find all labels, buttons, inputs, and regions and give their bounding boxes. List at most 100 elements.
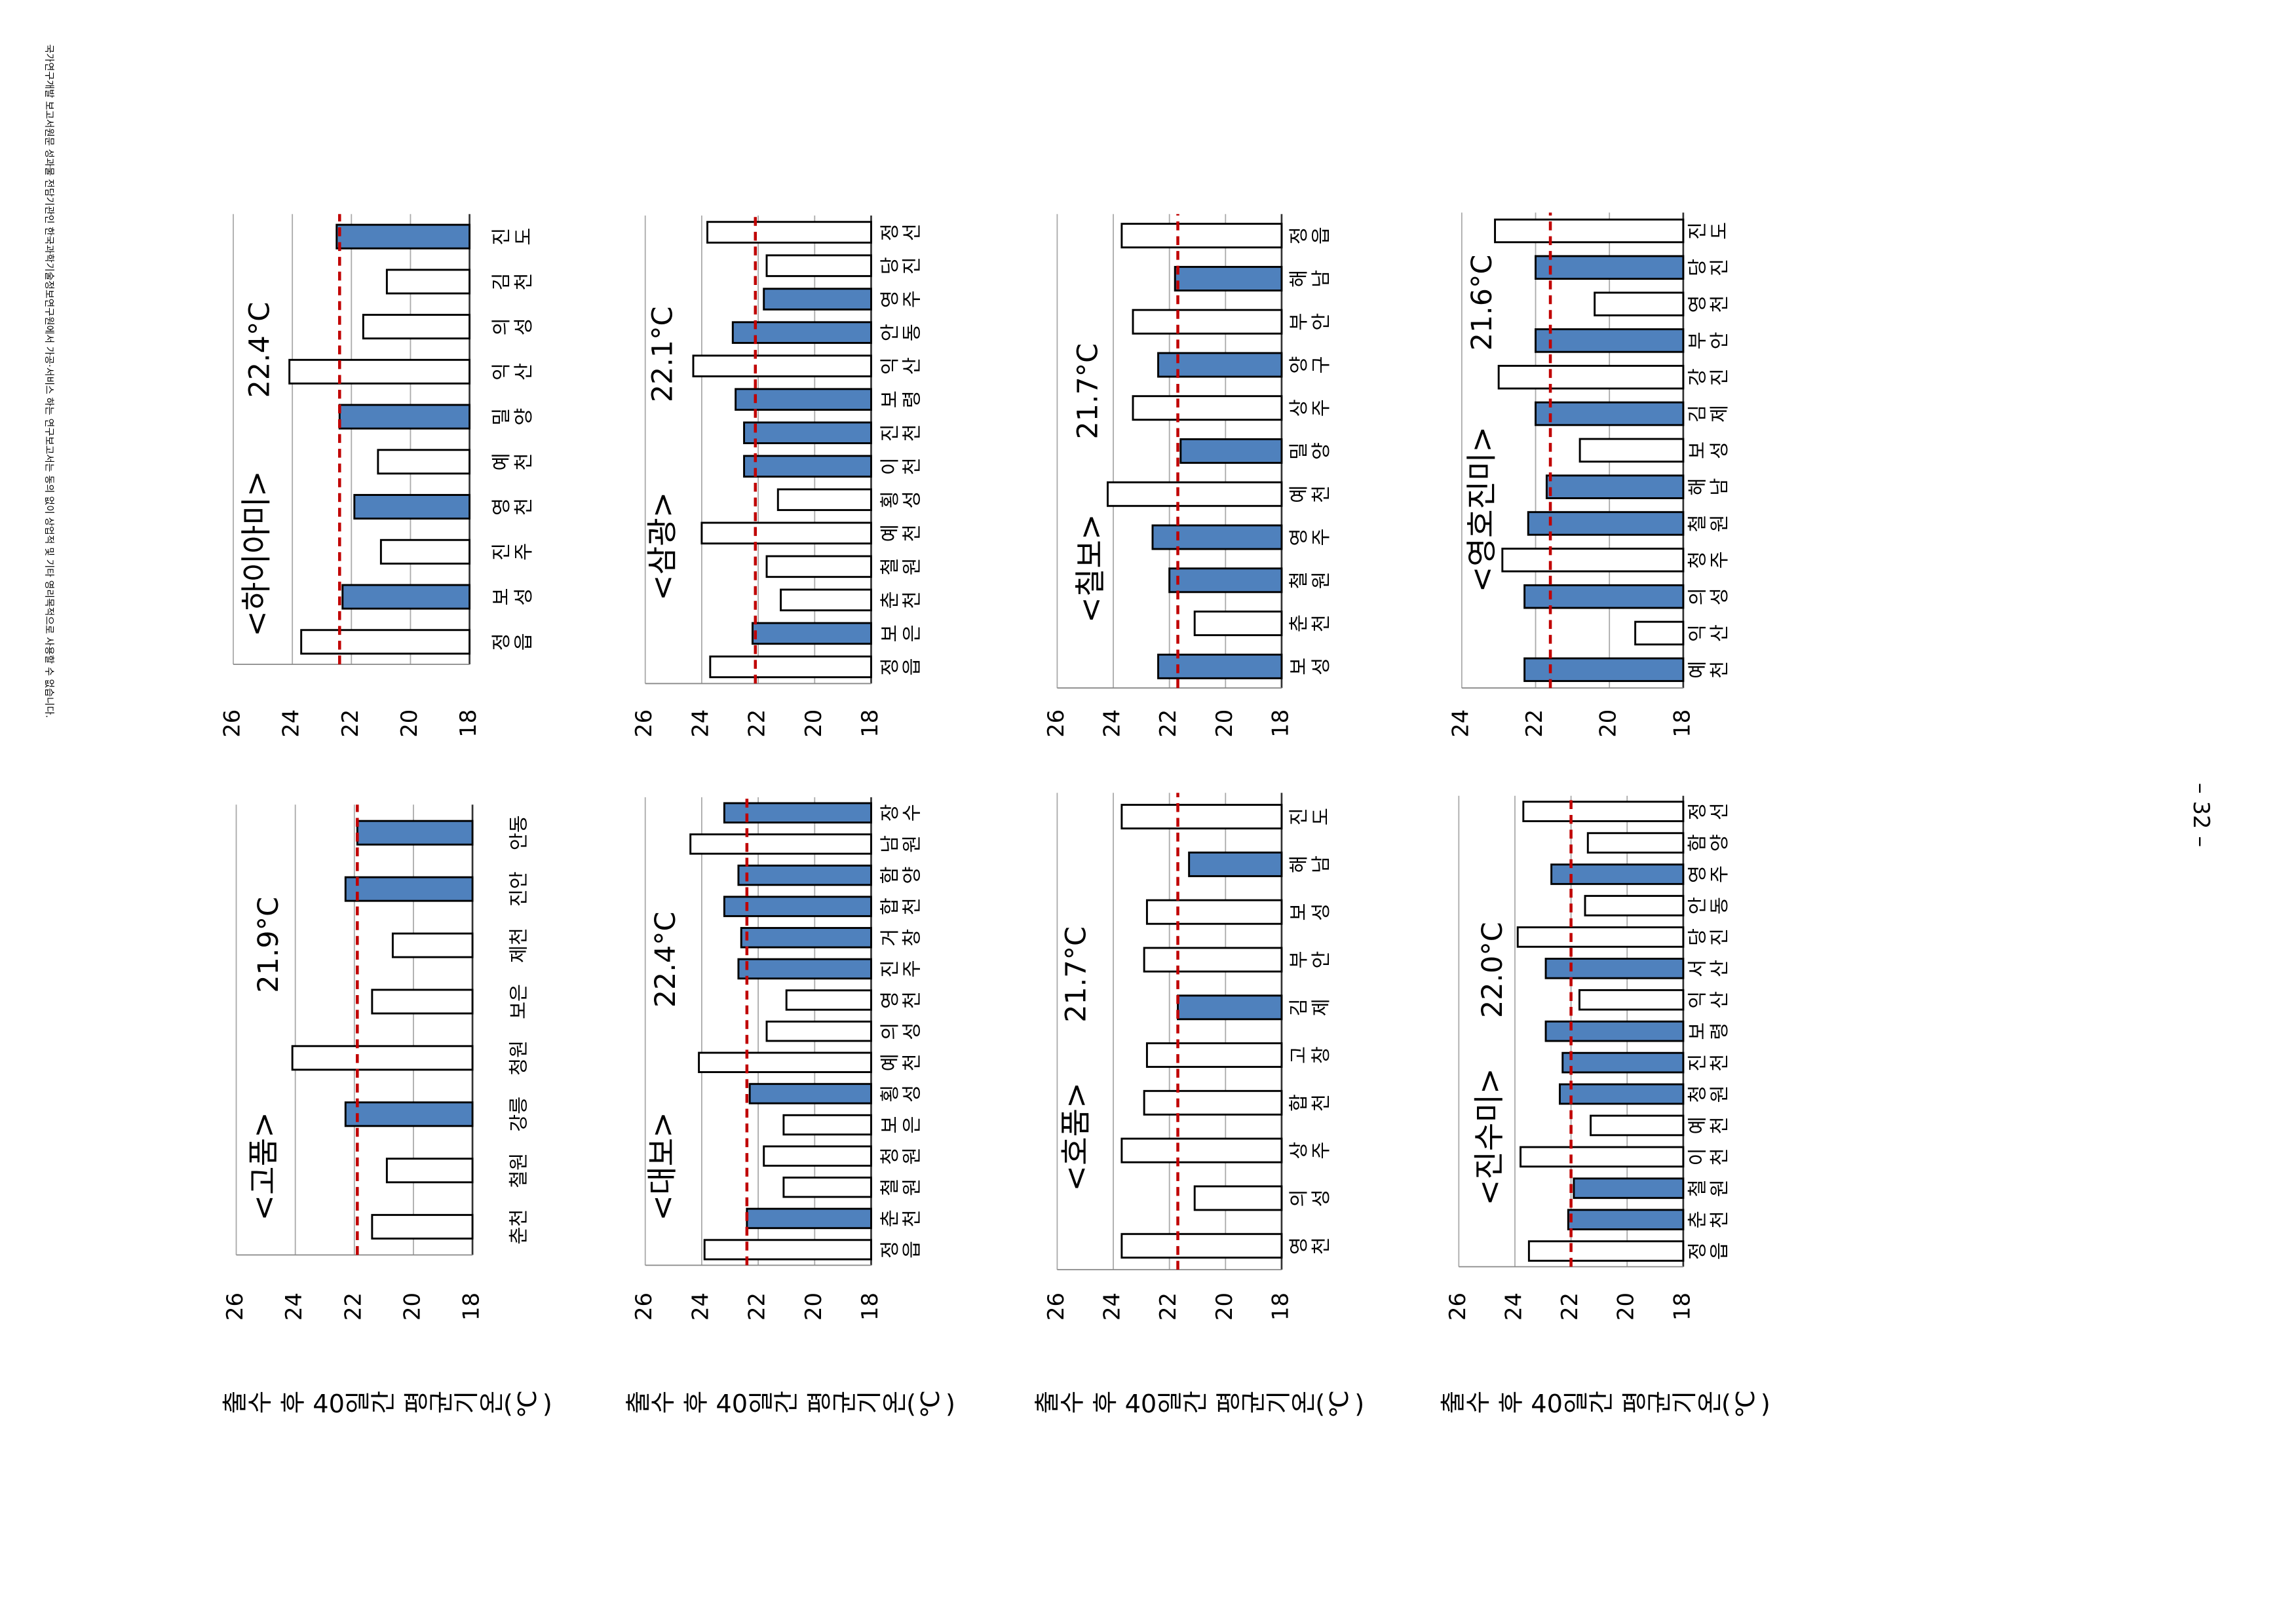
x-tick-label: 정선 [878, 223, 923, 241]
x-tick-label: 상주 [1287, 1142, 1331, 1160]
y-tick-label: 26 [1043, 709, 1069, 738]
bar [709, 655, 872, 679]
chart-title: <영호진미> [1464, 426, 1501, 592]
x-tick-label: 진천 [878, 424, 923, 442]
bar [1193, 1185, 1283, 1211]
x-tick-label: 장수 [878, 804, 923, 821]
x-tick-label: 춘천 [1686, 1211, 1731, 1228]
bar [1501, 548, 1685, 573]
x-tick-label: 보은 [508, 984, 530, 1019]
y-tick-label: 20 [396, 709, 422, 738]
x-tick-label: 청원 [508, 1040, 530, 1076]
bar [1523, 584, 1685, 609]
x-tick-label: 청원 [1686, 1086, 1731, 1103]
y-tick-label: 22 [337, 709, 363, 738]
bar [1145, 1042, 1283, 1068]
bar [689, 833, 872, 855]
x-tick-label: 의성 [490, 318, 535, 335]
bar [1107, 481, 1283, 507]
x-tick-label: 진도 [1287, 808, 1331, 825]
y-tick-label: 24 [1100, 709, 1125, 738]
bar [1535, 328, 1685, 353]
y-tick-label: 24 [281, 1293, 307, 1321]
bar [344, 1101, 474, 1127]
bar [765, 555, 872, 578]
y-tick-label: 18 [1669, 1293, 1694, 1321]
x-tick-label: 합천 [878, 897, 923, 915]
chart-title: <삼광> [645, 492, 681, 601]
x-tick-label: 강릉 [508, 1097, 530, 1132]
y-tick-label: 20 [1596, 709, 1621, 738]
bar [1573, 1177, 1685, 1199]
bar [698, 1051, 872, 1074]
y-tick-label: 26 [220, 709, 245, 738]
bar [371, 1214, 474, 1240]
x-tick-label: 춘천 [878, 1209, 923, 1227]
bar [752, 622, 872, 645]
x-tick-label: 부안 [1287, 313, 1331, 331]
bar [391, 932, 474, 958]
bar [1120, 1233, 1283, 1259]
y-axis-title: 출수 후 40일간 평균기온(℃) [1440, 1389, 1770, 1419]
bar [1168, 567, 1283, 594]
y-tick-label: 26 [631, 709, 657, 738]
x-tick-label: 보성 [1287, 903, 1331, 921]
bar [765, 254, 872, 277]
x-tick-label: 정읍 [878, 658, 923, 675]
y-tick-label: 18 [1669, 709, 1694, 738]
y-tick-label: 22 [1155, 709, 1181, 738]
x-tick-label: 의성 [1287, 1189, 1331, 1207]
y-tick-label: 22 [1521, 709, 1547, 738]
bar [344, 876, 474, 902]
x-tick-label: 양구 [1287, 356, 1331, 373]
chart-title: <하이아미> [239, 470, 275, 636]
x-tick-label: 철원 [1686, 1179, 1731, 1197]
x-tick-label: 영천 [1287, 1237, 1331, 1255]
bar [743, 455, 872, 478]
bar [776, 488, 872, 512]
x-tick-label: 남원 [878, 835, 923, 853]
bar [1523, 657, 1685, 683]
x-tick-label: 보령 [878, 390, 923, 408]
x-tick-label: 의성 [1686, 588, 1731, 605]
x-tick-label: 익산 [1686, 624, 1731, 642]
mean-label: 22.4°C [243, 302, 276, 398]
bar [1120, 1137, 1283, 1163]
y-tick-label: 20 [801, 1293, 826, 1321]
x-tick-label: 춘천 [878, 591, 923, 609]
bar [1527, 511, 1685, 536]
bar [1143, 947, 1283, 973]
x-tick-label: 영주 [1287, 529, 1331, 546]
mean-label: 22.1°C [647, 307, 679, 403]
x-tick-label: 춘천 [1287, 614, 1331, 632]
x-tick-label: 정읍 [1287, 227, 1331, 244]
chart-title: <칠보> [1073, 514, 1109, 622]
mean-label: 21.6°C [1466, 255, 1499, 351]
bar [763, 288, 872, 311]
bar [1634, 620, 1685, 646]
bar [1494, 218, 1685, 244]
bar [1177, 994, 1283, 1021]
bar [1590, 1114, 1685, 1137]
x-tick-label: 익산 [878, 357, 923, 375]
bar [735, 388, 872, 411]
x-tick-label: 횡성 [878, 491, 923, 508]
bar [737, 958, 872, 980]
bar [371, 989, 474, 1015]
bar [1578, 989, 1685, 1011]
bar [338, 404, 471, 430]
x-tick-label: 김천 [490, 273, 535, 290]
bar [703, 1239, 872, 1260]
y-tick-label: 22 [1155, 1293, 1181, 1321]
x-tick-label: 예천 [878, 1053, 923, 1071]
x-tick-label: 부안 [1287, 951, 1331, 968]
bar [765, 1020, 872, 1042]
x-tick-label: 정선 [1686, 803, 1731, 820]
bar [1544, 957, 1685, 979]
bar [1145, 899, 1283, 925]
bar [706, 221, 872, 244]
bar [1132, 395, 1283, 421]
x-tick-label: 안동 [1686, 897, 1731, 915]
x-tick-label: 해남 [1287, 856, 1331, 873]
y-tick-label: 18 [1267, 709, 1293, 738]
